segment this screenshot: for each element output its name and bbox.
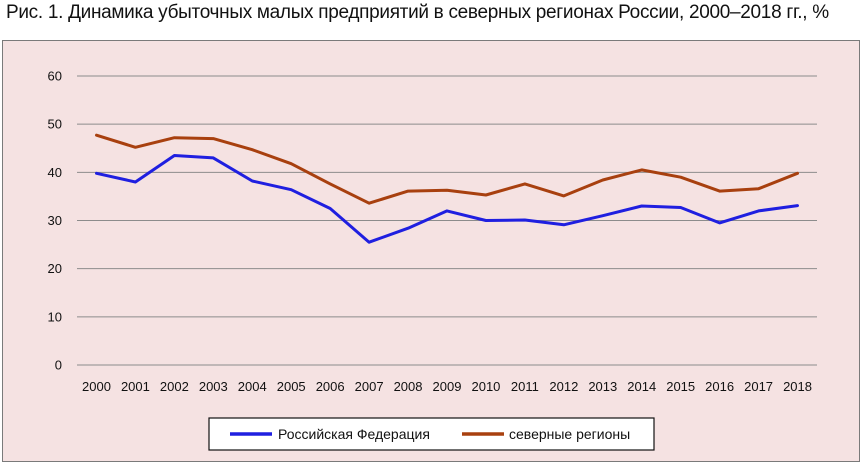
y-tick-label: 60 — [48, 69, 62, 84]
legend-label-russia: Российская Федерация — [278, 426, 430, 442]
x-axis-ticks: 2000 2001 2002 2003 2004 2005 2006 2007 2008 2009… — [82, 379, 812, 394]
x-tick-label: 2015 — [666, 379, 695, 394]
y-tick-label: 10 — [48, 309, 62, 324]
x-tick-label: 2006 — [316, 379, 345, 394]
y-tick-label: 0 — [55, 358, 62, 373]
figure-title: Рис. 1. Динамика убыточных малых предпри… — [6, 2, 829, 23]
x-tick-label: 2008 — [394, 379, 423, 394]
x-tick-label: 2002 — [160, 379, 189, 394]
x-tick-label: 2009 — [433, 379, 462, 394]
x-tick-label: 2001 — [121, 379, 150, 394]
x-tick-label: 2005 — [277, 379, 306, 394]
x-tick-label: 2010 — [471, 379, 500, 394]
y-axis-ticks: 0 10 20 30 40 50 60 — [48, 69, 62, 373]
x-tick-label: 2000 — [82, 379, 111, 394]
x-tick-label: 2012 — [549, 379, 578, 394]
y-tick-label: 50 — [48, 117, 62, 132]
legend: Российская Федерация северные регионы — [208, 417, 655, 451]
y-tick-label: 20 — [48, 261, 62, 276]
x-tick-label: 2003 — [199, 379, 228, 394]
series-line-russia — [95, 154, 799, 244]
x-tick-label: 2017 — [744, 379, 773, 394]
x-tick-label: 2018 — [783, 379, 812, 394]
x-tick-label: 2011 — [511, 379, 539, 394]
y-tick-label: 30 — [48, 213, 62, 228]
y-tick-label: 40 — [48, 165, 62, 180]
x-tick-label: 2014 — [627, 379, 656, 394]
x-tick-label: 2016 — [705, 379, 734, 394]
legend-box — [208, 417, 655, 451]
x-tick-label: 2004 — [238, 379, 267, 394]
series-line-north — [95, 133, 799, 205]
gridlines — [77, 75, 817, 366]
legend-label-north: северные регионы — [509, 426, 630, 442]
chart-frame — [2, 40, 860, 462]
series-lines — [95, 133, 799, 244]
x-tick-label: 2013 — [588, 379, 617, 394]
x-tick-label: 2007 — [355, 379, 384, 394]
